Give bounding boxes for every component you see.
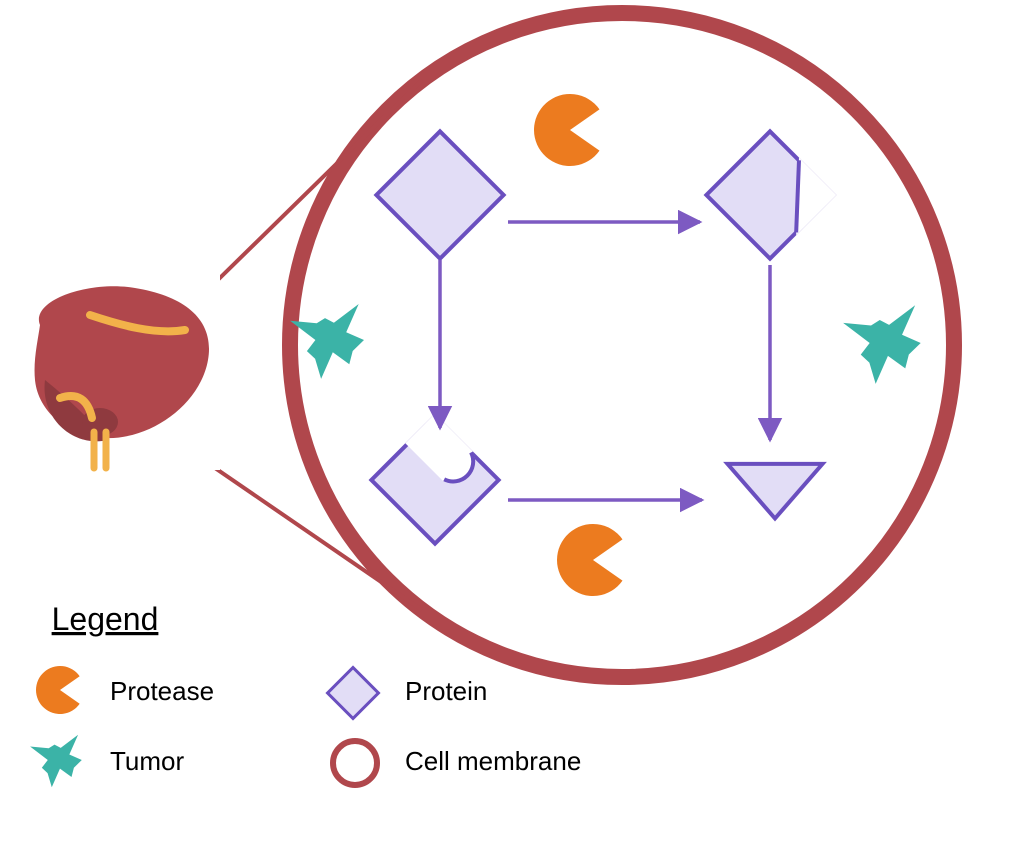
legend-cell-icon bbox=[333, 741, 377, 785]
protein-top-left bbox=[376, 131, 503, 258]
liver-icon bbox=[20, 270, 220, 470]
protease-icon-1 bbox=[557, 524, 622, 596]
protein-bottom-left bbox=[370, 414, 500, 544]
legend-label-tumor: Tumor bbox=[110, 746, 184, 776]
legend-label-protein: Protein bbox=[405, 676, 487, 706]
legend-tumor-icon bbox=[30, 735, 82, 787]
legend-protease-icon bbox=[36, 666, 80, 714]
tumor-icon-1 bbox=[843, 305, 921, 384]
protein-top-right bbox=[706, 130, 836, 260]
diagram-canvas: Legend Protease Tumor Protein Cell membrane bbox=[0, 0, 1024, 846]
legend-protein-icon bbox=[328, 668, 379, 719]
tumor-icon-0 bbox=[290, 304, 364, 379]
legend-label-cell: Cell membrane bbox=[405, 746, 581, 776]
legend-label-enzyme: Protease bbox=[110, 676, 214, 706]
protease-icon-0 bbox=[534, 94, 599, 166]
protein-bottom-right bbox=[728, 464, 823, 519]
legend-title: Legend bbox=[52, 601, 159, 637]
